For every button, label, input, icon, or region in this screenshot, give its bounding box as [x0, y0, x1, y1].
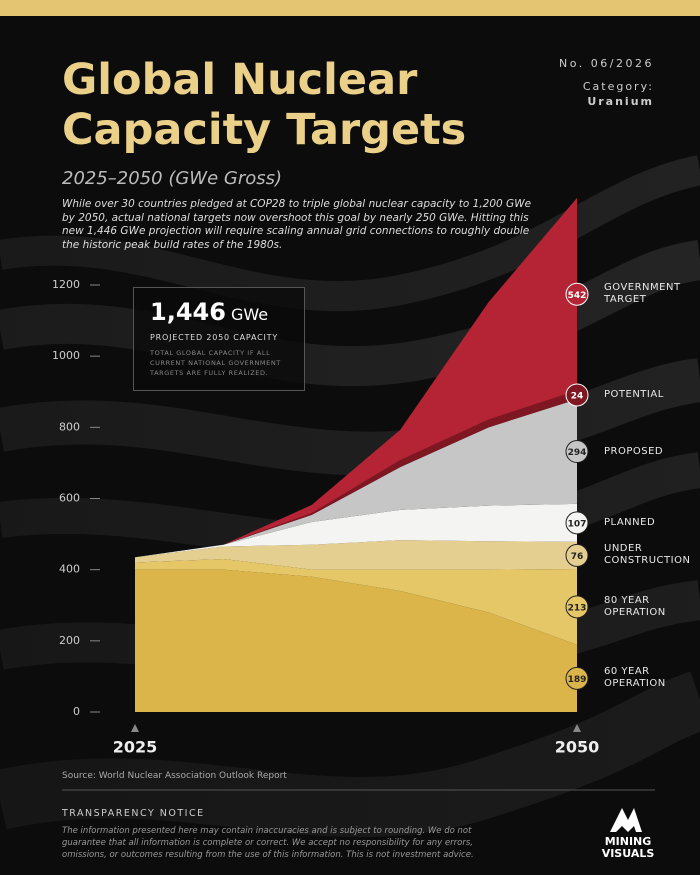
series-label: 60 YEAR OPERATION	[604, 666, 666, 690]
y-tick-label: 0	[73, 705, 80, 718]
value-badge	[565, 440, 589, 464]
area	[135, 399, 577, 558]
x-tick-label: 2025	[113, 738, 158, 757]
value-label: 213	[568, 603, 587, 613]
notice: The information presented here may conta…	[62, 826, 474, 860]
annotation-value: 1,446	[150, 298, 226, 326]
category-label: Category:	[582, 80, 654, 93]
series-label: GOVERNMENT TARGET	[604, 282, 681, 306]
y-tick-label: 1000	[52, 349, 80, 362]
series-label: 80 YEAR OPERATION	[604, 594, 666, 618]
area	[135, 569, 577, 712]
chart-title: Global Nuclear Capacity Targets	[62, 55, 467, 155]
notice-title: TRANSPARENCY NOTICE	[62, 808, 205, 819]
top-bar	[0, 0, 700, 16]
areas	[135, 197, 577, 712]
annotation-label: PROJECTED 2050 CAPACITY	[150, 333, 279, 342]
subtitle: 2025–2050 (GWe Gross)	[62, 168, 283, 189]
value-badge	[565, 543, 589, 567]
value-label: 76	[571, 552, 584, 562]
y-tick-label: 800	[59, 420, 80, 433]
series-label: UNDER CONSTRUCTION	[604, 543, 691, 567]
area	[135, 540, 577, 570]
value-label: 294	[568, 448, 587, 458]
area	[135, 503, 577, 558]
logo	[610, 808, 642, 832]
area	[135, 558, 577, 645]
source: Source: World Nuclear Association Outloo…	[62, 771, 287, 781]
annotation-headline: 1,446 GWe	[150, 298, 268, 326]
area	[135, 197, 577, 558]
area	[135, 390, 577, 558]
value-label: 107	[568, 519, 587, 529]
value-label: 542	[568, 291, 587, 301]
annotation-note: TOTAL GLOBAL CAPACITY IF ALL CURRENT NAT…	[150, 349, 281, 377]
value-label: 189	[568, 675, 587, 685]
value-badge	[565, 666, 589, 690]
description: While over 30 countries pledged at COP28…	[62, 198, 532, 251]
series-label: PLANNED	[604, 516, 656, 528]
x-tick	[131, 724, 139, 732]
series-label: POTENTIAL	[604, 388, 664, 400]
issue: No. 06/2026	[559, 57, 654, 70]
x-tick-label: 2050	[555, 738, 600, 757]
brand: MINING VISUALS	[601, 835, 655, 860]
category: Uranium	[587, 95, 654, 108]
value-label: 24	[571, 391, 584, 401]
annotation-box: 1,446 GWe PROJECTED 2050 CAPACITY TOTAL …	[133, 287, 305, 391]
x-tick	[573, 724, 581, 732]
y-tick-label: 400	[59, 563, 80, 576]
value-badge	[565, 383, 589, 407]
series-label: PROPOSED	[604, 445, 664, 457]
y-tick-label: 200	[59, 634, 80, 647]
y-tick-label: 600	[59, 492, 80, 505]
value-badge	[565, 595, 589, 619]
value-badge	[565, 282, 589, 306]
y-tick-label: 1200	[52, 278, 80, 291]
annotation-unit: GWe	[231, 305, 269, 324]
value-badge	[565, 511, 589, 535]
